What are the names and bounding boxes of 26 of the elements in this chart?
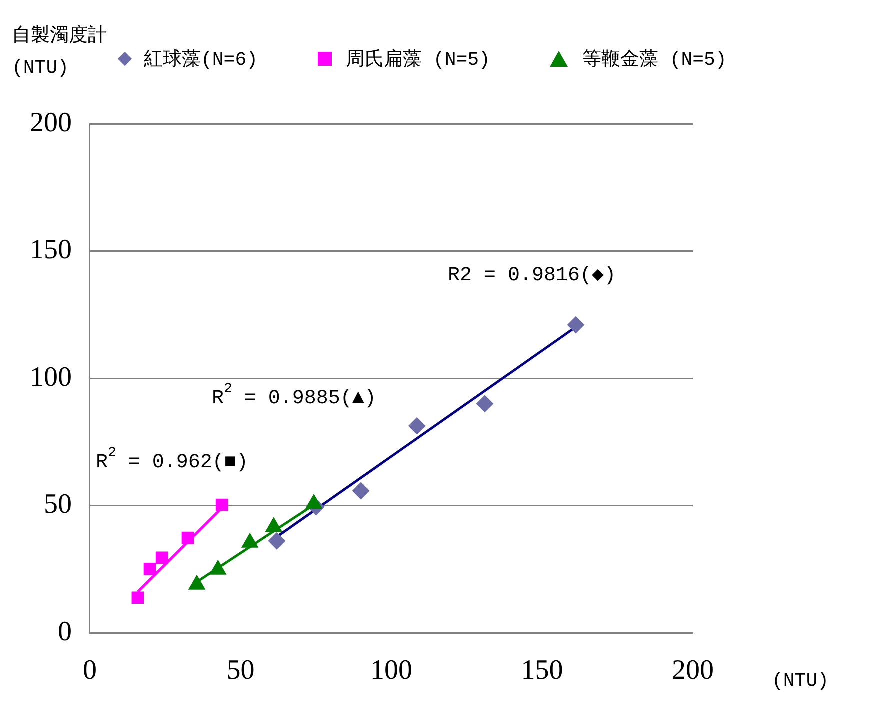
point	[568, 316, 585, 334]
point	[182, 532, 194, 544]
annotation: R2 = 0.9816(◆)	[448, 264, 616, 288]
point	[476, 395, 494, 412]
legend-label: 等鞭金藻 (N=5)	[582, 48, 727, 72]
y-tick-label: 50	[44, 489, 72, 520]
point	[408, 418, 426, 435]
point	[352, 482, 370, 500]
x-tick-label: 150	[521, 655, 564, 686]
x-axis-title: (NTU)	[772, 670, 830, 692]
x-tick-label: 200	[672, 655, 714, 686]
point	[144, 562, 156, 576]
y-tick-label: 0	[58, 616, 72, 648]
point	[156, 552, 168, 564]
y-tick-label: 100	[30, 362, 72, 393]
y-tick-label: 150	[30, 234, 72, 266]
x-tick-label: 100	[370, 655, 412, 686]
y-axis-title: 自製濁度計 (NTU)	[12, 24, 107, 81]
x-tick-label: 0	[83, 655, 97, 686]
y-tick-label: 200	[30, 107, 72, 138]
point	[216, 498, 228, 512]
point	[132, 592, 144, 604]
x-tick-label: 50	[226, 655, 255, 686]
point	[268, 532, 286, 550]
legend-label: 周氏扁藻 (N=5)	[346, 48, 490, 72]
legend-label: 紅球藻(N=6)	[144, 48, 258, 72]
